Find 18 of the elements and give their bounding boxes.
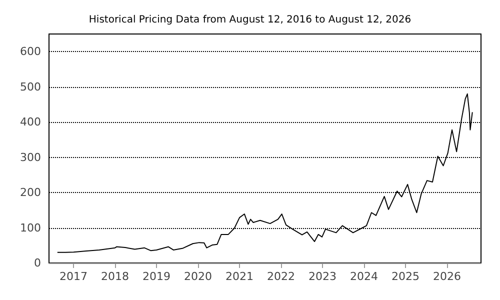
x-tick-label: 2026 — [433, 270, 462, 283]
y-tick-label: 500 — [20, 80, 41, 94]
x-tick-label: 2021 — [226, 270, 254, 283]
chart-title: Historical Pricing Data from August 12, 2016 to August 12, 2026 — [88, 14, 412, 26]
y-tick-label: 200 — [20, 186, 41, 200]
x-tick-label: 2022 — [267, 270, 296, 283]
x-tick-label: 2018 — [101, 270, 130, 283]
x-tick-label: 2025 — [392, 270, 420, 283]
x-tick-label: 2020 — [184, 270, 212, 283]
y-tick-label: 600 — [20, 45, 41, 58]
y-tick-label: 400 — [20, 116, 41, 129]
y-tick-label: 300 — [20, 150, 41, 164]
x-tick-label: 2019 — [142, 270, 170, 283]
y-tick-label: 0 — [34, 256, 41, 270]
x-tick-label: 2023 — [308, 270, 336, 283]
x-tick-label: 2024 — [350, 270, 378, 283]
y-tick-label: 100 — [20, 221, 41, 234]
x-tick-label: 2017 — [60, 270, 88, 283]
